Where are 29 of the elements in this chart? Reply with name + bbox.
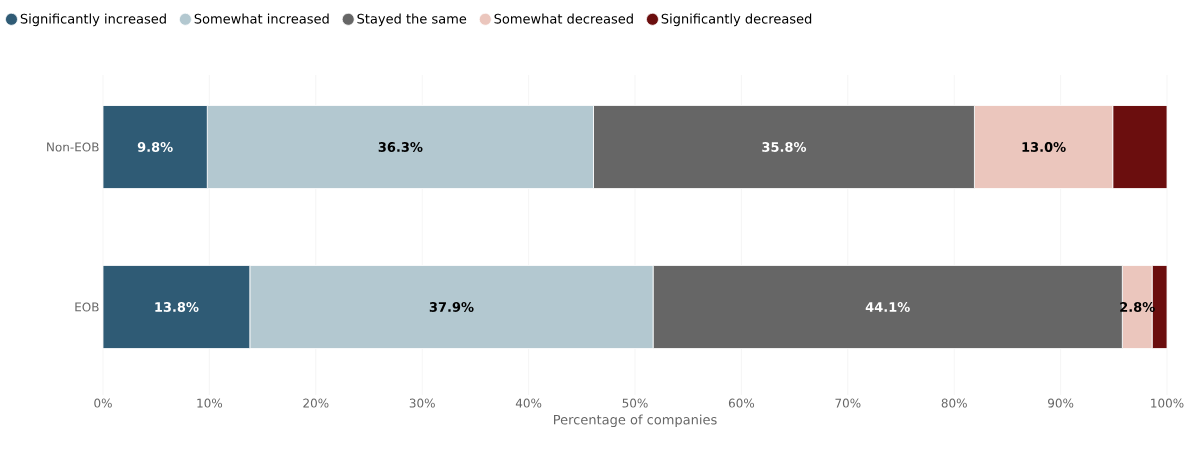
x-tick-label: 10% — [197, 398, 223, 408]
x-tick-label: 100% — [1151, 398, 1184, 408]
x-tick-label: 70% — [835, 398, 861, 408]
data-label: 37.9% — [429, 302, 474, 312]
legend-label: Somewhat increased — [194, 13, 329, 24]
x-tick-label: 20% — [303, 398, 329, 408]
y-tick-label: Non-EOB — [47, 142, 99, 152]
data-label: 44.1% — [865, 302, 910, 312]
legend-label: Significantly increased — [20, 13, 166, 27]
legend-label: Stayed the same — [357, 13, 467, 27]
legend-label: Somewhat decreased — [494, 13, 633, 24]
x-axis-title: Percentage of companies — [554, 414, 717, 428]
x-tick-label: 40% — [515, 398, 542, 408]
x-tick-label: 50% — [622, 398, 648, 408]
data-label: 13.8% — [155, 302, 199, 312]
data-label: 35.8% — [762, 142, 807, 152]
data-label: 13.0% — [1022, 142, 1066, 152]
legend-label: Significantly decreased — [661, 13, 812, 27]
bar — [103, 265, 251, 349]
bar — [103, 105, 208, 189]
y-tick-label: EOB — [75, 302, 99, 312]
data-label: 36.3% — [378, 142, 423, 152]
x-tick-label: 60% — [728, 398, 755, 408]
x-tick-label: 30% — [409, 398, 435, 408]
x-tick-label: 0% — [94, 398, 112, 408]
x-tick-label: 80% — [941, 398, 967, 408]
data-label: 9.8% — [137, 142, 173, 152]
x-tick-label: 90% — [1048, 398, 1074, 408]
bar — [1112, 105, 1168, 189]
